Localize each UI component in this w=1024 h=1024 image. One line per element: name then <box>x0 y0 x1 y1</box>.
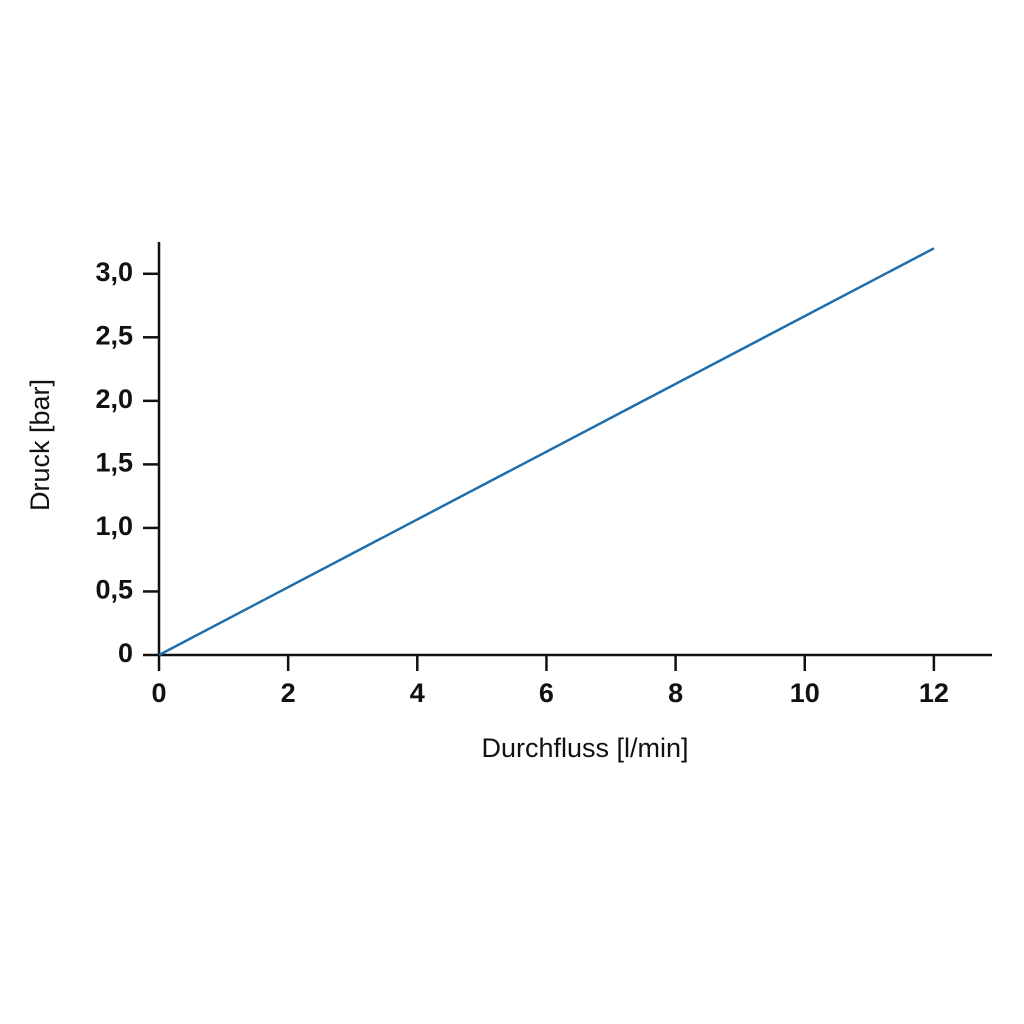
x-tick-label: 12 <box>919 678 949 708</box>
x-tick-label: 0 <box>151 678 166 708</box>
x-axis-label: Durchfluss [l/min] <box>481 733 688 763</box>
y-tick-label: 0 <box>118 638 133 668</box>
x-tick-label: 2 <box>281 678 296 708</box>
line <box>158 247 935 657</box>
y-tick-label: 1,0 <box>95 511 133 541</box>
x-tick-label: 8 <box>668 678 683 708</box>
x-tick-label: 4 <box>410 678 425 708</box>
y-tick-label: 2,5 <box>95 320 133 350</box>
y-tick-label: 2,0 <box>95 384 133 414</box>
x-tick-label: 10 <box>790 678 820 708</box>
y-tick-label: 0,5 <box>95 575 133 605</box>
y-tick-label: 3,0 <box>95 257 133 287</box>
x-tick-label: 6 <box>539 678 554 708</box>
y-axis-label: Druck [bar] <box>25 379 55 511</box>
y-tick-label: 1,5 <box>95 448 133 478</box>
